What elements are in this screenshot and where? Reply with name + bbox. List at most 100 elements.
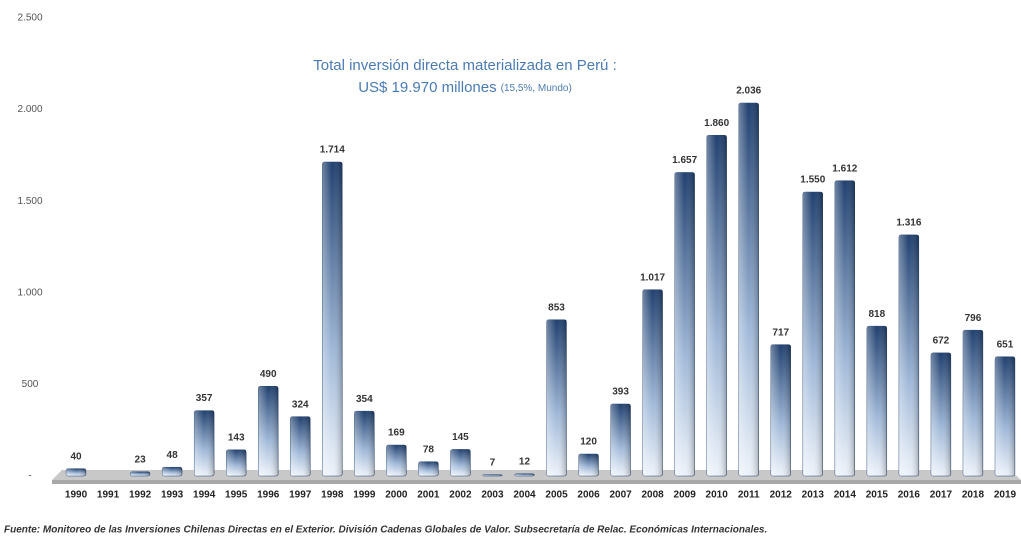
bar-shade	[418, 461, 439, 476]
bar-shade	[322, 161, 343, 477]
bar-shade	[194, 410, 215, 476]
x-tick-label: 2015	[866, 490, 889, 501]
x-tick-label: 1997	[289, 490, 312, 501]
bar-shade	[354, 411, 375, 476]
value-label: 143	[228, 432, 245, 443]
value-label: 1.714	[320, 145, 345, 156]
bar-shade	[130, 471, 151, 476]
x-tick-label: 2011	[738, 490, 760, 501]
value-label: 853	[548, 302, 565, 313]
x-tick-label: 2001	[417, 490, 440, 501]
x-tick-label: 2007	[609, 490, 632, 501]
value-label: 1.017	[640, 272, 665, 283]
value-label: 1.860	[704, 118, 729, 129]
x-tick-label: 2002	[449, 490, 472, 501]
value-label: 1.316	[896, 218, 921, 229]
source: Fuente: Monitoreo de las Inversiones Chi…	[4, 525, 767, 536]
chart-title: Total inversión directa materializada en…	[313, 57, 617, 74]
x-tick-label: 1993	[161, 490, 184, 501]
x-tick-label: 2008	[641, 490, 664, 501]
bar-shade	[770, 344, 791, 476]
x-tick-label: 1994	[193, 490, 216, 501]
bar-shade	[258, 386, 279, 476]
x-tick-label: 2009	[674, 490, 697, 501]
value-label: 78	[423, 444, 435, 455]
value-label: 393	[612, 387, 629, 398]
y-tick-label: -	[28, 471, 31, 482]
bar-shade	[386, 445, 407, 476]
bar-shade	[738, 103, 759, 477]
value-label: 120	[580, 437, 597, 448]
y-tick-label: 2.000	[17, 104, 42, 115]
y-tick-label: 500	[22, 379, 39, 390]
value-label: 672	[933, 336, 950, 347]
subtitle-note: (15,5%, Mundo)	[501, 83, 572, 94]
floor-edge	[52, 480, 1021, 484]
x-tick-label: 2012	[770, 490, 793, 501]
value-label: 7	[490, 457, 496, 468]
bar-shade	[226, 449, 247, 476]
x-tick-label: 2019	[994, 490, 1017, 501]
bar-shade	[290, 416, 311, 476]
bar-shade	[834, 180, 855, 477]
subtitle-main: US$ 19.970 millones	[358, 79, 496, 96]
x-tick-label: 1990	[65, 490, 88, 501]
bar-shade	[706, 135, 727, 477]
bar-shade	[482, 474, 503, 476]
x-tick-label: 1995	[225, 490, 248, 501]
value-label: 651	[997, 339, 1014, 350]
x-tick-label: 1996	[257, 490, 280, 501]
y-tick-label: 2.500	[17, 13, 42, 24]
x-tick-label: 2010	[706, 490, 729, 501]
bar-shade	[514, 473, 535, 476]
y-tick-label: 1.000	[17, 287, 42, 298]
bar-shade	[963, 330, 983, 476]
value-label: 717	[772, 327, 789, 338]
x-tick-label: 1992	[129, 490, 152, 501]
x-tick-label: 2017	[930, 490, 953, 501]
x-tick-label: 1998	[321, 490, 344, 501]
bar-shade	[578, 454, 599, 476]
value-label: 354	[356, 394, 373, 405]
value-label: 490	[260, 369, 277, 380]
x-tick-label: 2000	[385, 490, 408, 501]
bar-shade	[930, 352, 951, 476]
x-tick-label: 2013	[802, 490, 825, 501]
subtitle: US$ 19.970 millones (15,5%, Mundo)	[358, 79, 572, 96]
bar-shade	[546, 319, 567, 476]
value-label: 1.550	[800, 175, 825, 186]
x-tick-label: 2005	[545, 490, 568, 501]
value-label: 2.036	[736, 86, 761, 97]
bar-shade	[450, 449, 471, 476]
bar-shade	[802, 192, 823, 477]
value-label: 357	[196, 393, 213, 404]
x-tick-label: 2014	[834, 490, 857, 501]
bar-shade	[162, 467, 183, 476]
value-label: 12	[519, 456, 531, 467]
value-label: 1.657	[672, 155, 697, 166]
value-label: 48	[167, 450, 179, 461]
value-label: 169	[388, 428, 405, 439]
x-tick-label: 2016	[898, 490, 921, 501]
x-tick-label: 2006	[577, 490, 600, 501]
value-label: 40	[70, 451, 82, 462]
bar-shade	[66, 468, 86, 476]
value-label: 145	[452, 432, 469, 443]
value-label: 1.612	[832, 163, 857, 174]
x-tick-label: 1999	[353, 490, 376, 501]
bar-shade	[610, 404, 631, 476]
value-label: 796	[965, 313, 982, 324]
bar-shade	[642, 289, 663, 476]
x-tick-label: 2004	[513, 490, 536, 501]
x-tick-label: 2003	[481, 490, 504, 501]
value-label: 324	[292, 399, 309, 410]
y-tick-label: 1.500	[17, 196, 42, 207]
x-tick-label: 1991	[97, 490, 120, 501]
bar-shade	[995, 356, 1015, 476]
value-label: 818	[869, 309, 886, 320]
x-tick-label: 2018	[962, 490, 985, 501]
bar-shade	[866, 326, 887, 476]
bar-shade	[674, 172, 695, 476]
value-label: 23	[135, 454, 147, 465]
